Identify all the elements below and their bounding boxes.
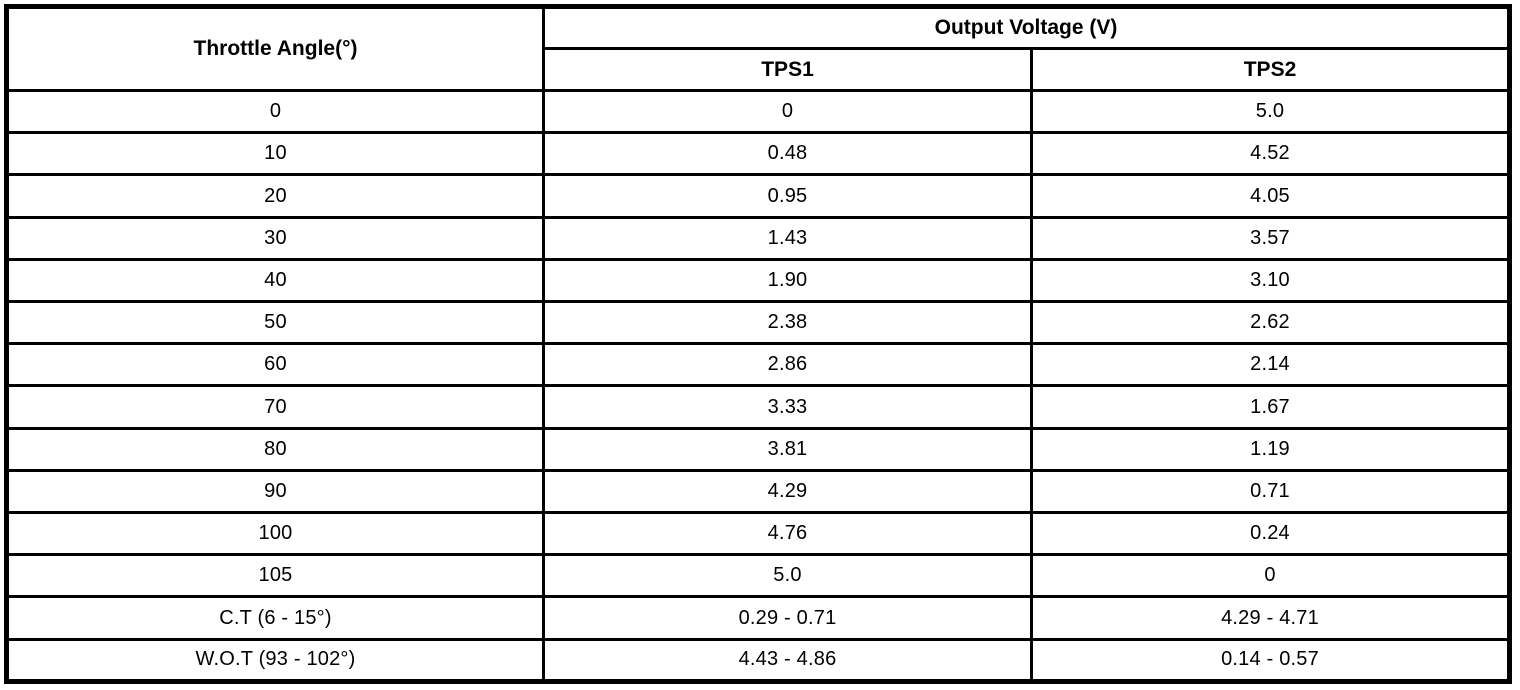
throttle-angle-cell: W.O.T (93 - 102°) [5, 637, 545, 684]
tps-output-voltage-table: Throttle Angle(°) Output Voltage (V) TPS… [4, 4, 1513, 684]
throttle-angle-cell: C.T (6 - 15°) [5, 595, 545, 641]
table-row: 40 1.90 3.10 [5, 257, 1512, 304]
table-row: 60 2.86 2.14 [5, 342, 1512, 388]
table-row: C.T (6 - 15°) 0.29 - 0.71 4.29 - 4.71 [5, 595, 1512, 641]
tps1-cell: 3.81 [542, 426, 1033, 472]
col-header-output-voltage: Output Voltage (V) [541, 5, 1512, 50]
tps2-cell: 3.57 [1029, 215, 1512, 261]
tps1-cell: 3.33 [542, 384, 1033, 430]
throttle-angle-cell: 90 [5, 468, 545, 515]
throttle-angle-cell: 30 [5, 215, 545, 261]
tps1-cell: 1.90 [542, 257, 1033, 304]
tps2-cell: 1.19 [1029, 426, 1512, 472]
tps2-cell: 3.10 [1029, 257, 1512, 304]
throttle-angle-cell: 105 [5, 553, 545, 599]
throttle-angle-cell: 0 [5, 88, 545, 135]
throttle-angle-cell: 100 [5, 511, 545, 557]
table-row: 20 0.95 4.05 [5, 173, 1512, 219]
table-row: 90 4.29 0.71 [5, 468, 1512, 515]
table-body: 0 0 5.0 10 0.48 4.52 20 0.95 4.05 30 1.43 3.57 40 1.9… [5, 88, 1512, 684]
throttle-angle-cell: 40 [5, 257, 545, 304]
throttle-angle-cell: 80 [5, 426, 545, 472]
tps2-cell: 4.52 [1029, 131, 1512, 177]
table-row: 0 0 5.0 [5, 88, 1512, 135]
tps2-cell: 0.24 [1029, 511, 1512, 557]
tps1-cell: 0.95 [542, 173, 1033, 219]
table-row: 105 5.0 0 [5, 553, 1512, 599]
throttle-angle-cell: 50 [5, 300, 545, 346]
tps1-cell: 4.43 - 4.86 [542, 637, 1033, 684]
table-row: 80 3.81 1.19 [5, 426, 1512, 472]
tps2-cell: 0.14 - 0.57 [1029, 637, 1512, 684]
header-row-1: Throttle Angle(°) Output Voltage (V) [5, 5, 1512, 92]
tps2-cell: 4.05 [1029, 173, 1512, 219]
throttle-angle-cell: 20 [5, 173, 545, 219]
tps2-cell: 2.62 [1029, 300, 1512, 346]
tps1-cell: 1.43 [542, 215, 1033, 261]
table-row: 10 0.48 4.52 [5, 131, 1512, 177]
throttle-angle-cell: 60 [5, 342, 545, 388]
col-header-throttle-angle: Throttle Angle(°) [5, 5, 545, 92]
tps1-cell: 2.38 [542, 300, 1033, 346]
table-row: 50 2.38 2.62 [5, 300, 1512, 346]
tps2-cell: 5.0 [1029, 88, 1512, 135]
tps2-cell: 1.67 [1029, 384, 1512, 430]
table-row: 30 1.43 3.57 [5, 215, 1512, 261]
header-row-2: TPS1 TPS2 [7, 47, 1512, 92]
tps2-cell: 4.29 - 4.71 [1029, 595, 1512, 641]
tps1-cell: 5.0 [542, 553, 1033, 599]
tps1-cell: 0.48 [542, 131, 1033, 177]
throttle-angle-cell: 10 [5, 131, 545, 177]
table-header: Throttle Angle(°) Output Voltage (V) TPS… [5, 5, 1512, 92]
table-row: W.O.T (93 - 102°) 4.43 - 4.86 0.14 - 0.57 [5, 637, 1512, 684]
tps2-cell: 2.14 [1029, 342, 1512, 388]
tps2-cell: 0 [1029, 553, 1512, 599]
col-header-tps1: TPS1 [542, 47, 1033, 92]
tps1-cell: 0.29 - 0.71 [542, 595, 1033, 641]
tps1-cell: 0 [542, 88, 1033, 135]
tps1-cell: 4.29 [542, 468, 1033, 515]
table-row: 100 4.76 0.24 [5, 511, 1512, 557]
table-row: 70 3.33 1.67 [5, 384, 1512, 430]
tps1-cell: 4.76 [542, 511, 1033, 557]
tps2-cell: 0.71 [1029, 468, 1512, 515]
tps1-cell: 2.86 [542, 342, 1033, 388]
throttle-angle-cell: 70 [5, 384, 545, 430]
col-header-tps2: TPS2 [1029, 47, 1512, 92]
